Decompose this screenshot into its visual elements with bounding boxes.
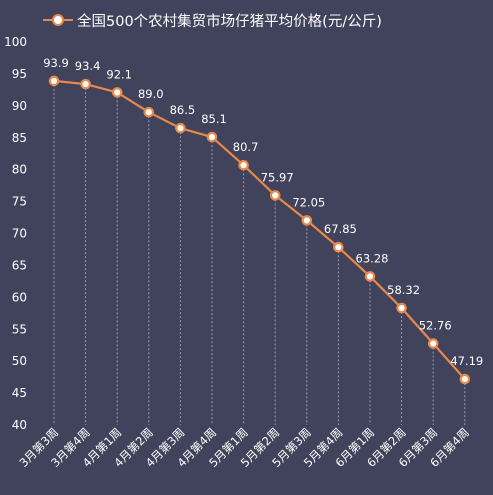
data-point — [238, 159, 249, 171]
data-label: 67.85 — [324, 222, 357, 236]
data-point — [80, 78, 91, 90]
data-point — [269, 190, 281, 201]
data-point — [396, 302, 407, 314]
data-point — [175, 122, 186, 134]
legend-line-marker-icon — [43, 12, 73, 28]
data-label: 47.19 — [450, 354, 483, 368]
data-label: 80.7 — [233, 140, 259, 154]
y-tick-label: 75 — [12, 195, 27, 209]
y-tick-label: 55 — [12, 322, 27, 336]
data-label: 58.32 — [387, 283, 420, 297]
y-tick-label: 85 — [12, 131, 27, 145]
y-tick-label: 90 — [12, 99, 27, 113]
y-tick-label: 95 — [12, 67, 27, 81]
data-label: 85.1 — [201, 112, 227, 126]
data-point — [48, 75, 60, 87]
legend-label: 全国500个农村集贸市场仔猪平均价格(元/公斤) — [77, 13, 382, 30]
data-point — [206, 131, 218, 143]
y-tick-label: 70 — [12, 227, 27, 241]
data-point — [301, 215, 313, 226]
y-tick-label: 45 — [12, 386, 27, 400]
data-label: 93.9 — [43, 56, 69, 70]
data-point — [427, 338, 439, 349]
data-label: 93.4 — [75, 59, 101, 73]
data-label: 86.5 — [170, 103, 196, 117]
data-label: 52.76 — [419, 319, 452, 333]
y-tick-label: 40 — [12, 418, 27, 432]
series-line — [52, 79, 466, 381]
data-point — [333, 241, 344, 253]
y-tick-label: 50 — [12, 354, 27, 368]
y-tick-label: 60 — [12, 290, 27, 304]
legend: 全国500个农村集贸市场仔猪平均价格(元/公斤) — [43, 9, 382, 31]
data-label: 63.28 — [356, 251, 389, 265]
data-point — [364, 271, 376, 282]
y-tick-label: 65 — [12, 258, 27, 272]
data-label: 72.05 — [292, 195, 325, 209]
data-label: 89.0 — [138, 87, 164, 101]
data-point — [459, 373, 471, 385]
data-label: 92.1 — [106, 67, 132, 81]
data-point — [111, 87, 123, 98]
y-tick-label: 100 — [4, 35, 27, 49]
data-label: 75.97 — [261, 170, 294, 184]
y-tick-label: 80 — [12, 163, 27, 177]
data-point — [143, 106, 155, 118]
